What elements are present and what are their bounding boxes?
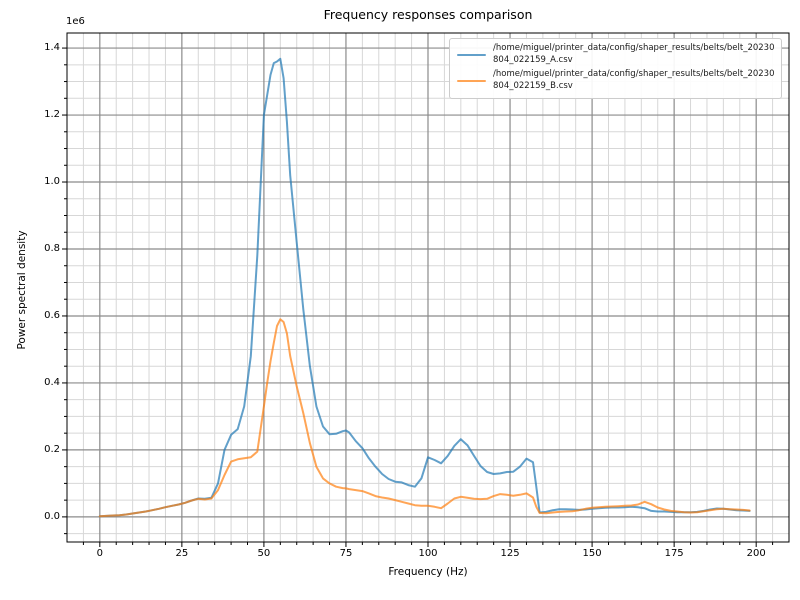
legend-entry: /home/miguel/printer_data/config/shaper_… [457,43,776,66]
y-axis-offset-label: 1e6 [66,16,85,27]
y-tick-label: 1.2 [44,109,60,121]
y-tick-label: 0.6 [44,309,60,321]
x-axis-label: Frequency (Hz) [388,566,468,578]
series-line-a [98,57,751,518]
y-tick-label: 0.4 [44,376,60,388]
y-tick-label: 0.0 [44,510,60,522]
y-tick-label: 0.8 [44,242,60,254]
chart-title: Frequency responses comparison [323,7,533,22]
x-tick-label: 50 [257,548,271,559]
y-tick-label: 0.2 [44,443,60,455]
legend-line-swatch-b [457,79,486,82]
x-tick-label: 175 [664,548,684,559]
x-tick-label: 0 [96,548,103,559]
x-tick-label: 25 [175,548,189,559]
legend-label-a: /home/miguel/printer_data/config/shaper_… [493,43,775,65]
y-tick-label: 1.0 [44,176,60,188]
x-tick-label: 100 [418,548,438,559]
major-gridlines [67,33,789,542]
tick-marks [62,47,774,547]
x-tick-label: 125 [500,548,520,559]
legend-label-b: /home/miguel/printer_data/config/shaper_… [493,69,775,91]
x-tick-label: 75 [339,548,353,559]
legend-line-swatch-a [457,53,486,56]
legend-entry: /home/miguel/printer_data/config/shaper_… [457,69,776,92]
series-line-b [98,318,751,518]
y-axis-label: Power spectral density [16,230,28,350]
x-tick-label: 200 [746,548,766,559]
y-tick-label: 1.4 [44,42,60,54]
legend: /home/miguel/printer_data/config/shaper_… [449,38,782,99]
x-tick-label: 150 [582,548,602,559]
